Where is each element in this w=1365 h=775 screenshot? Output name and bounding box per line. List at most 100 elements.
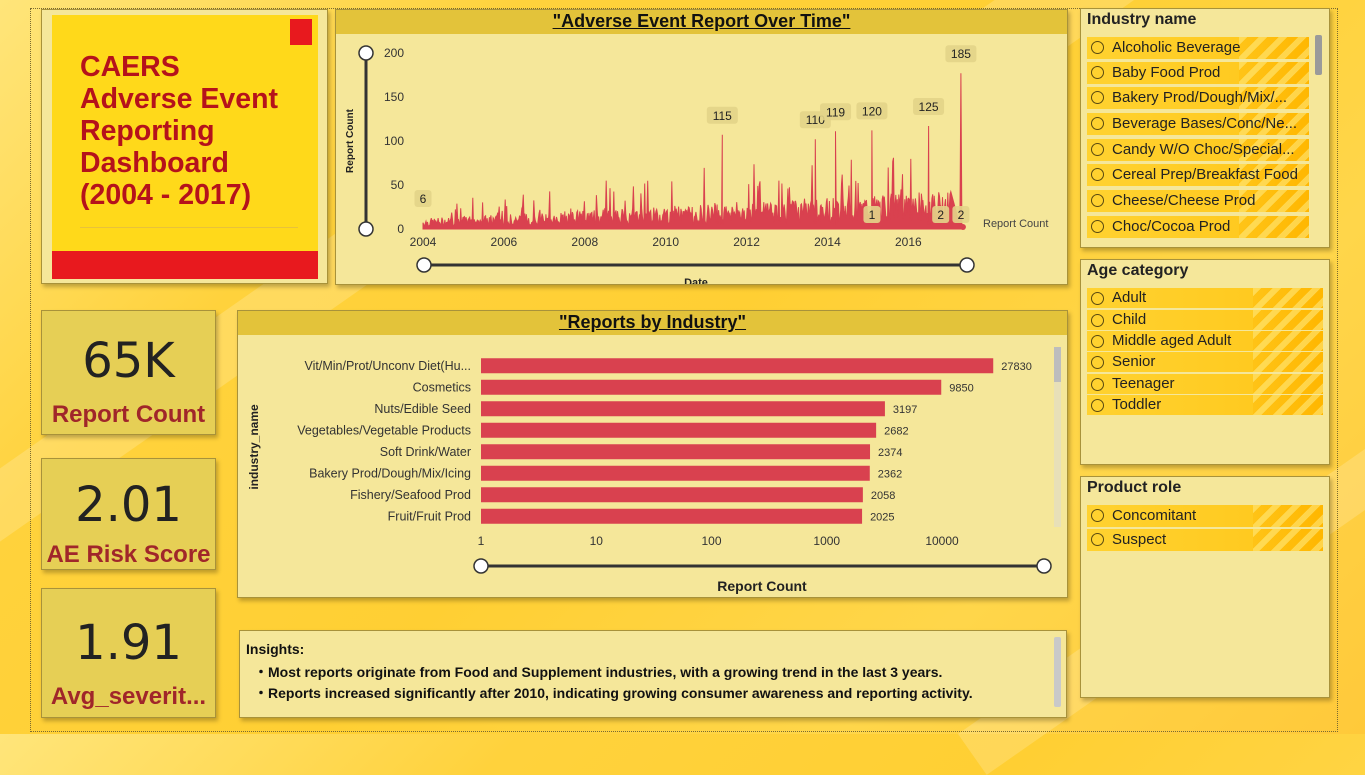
bar-value-label: 2374	[878, 447, 902, 459]
product-role-slicer-title: Product role	[1087, 479, 1182, 496]
radio-icon[interactable]	[1091, 533, 1104, 546]
title-line: Reporting	[80, 115, 215, 147]
x-slider-handle[interactable]	[1036, 558, 1052, 574]
title-line: (2004 - 2017)	[80, 179, 252, 211]
radio-icon[interactable]	[1091, 117, 1104, 130]
slicer-item-pattern	[1239, 164, 1309, 186]
slicer-item[interactable]: Baby Food Prod	[1087, 62, 1309, 84]
bar-chart-title: "Reports by Industry"	[238, 311, 1067, 335]
bar[interactable]	[481, 465, 870, 481]
slicer-item[interactable]: Candy W/O Choc/Special...	[1087, 139, 1309, 161]
bar-value-label: 2682	[884, 425, 908, 437]
data-label-bg	[863, 206, 881, 223]
insights-title: Insights:	[246, 641, 305, 657]
slicer-item[interactable]: Adult	[1087, 288, 1323, 308]
slicer-item-pattern	[1239, 190, 1309, 212]
data-label: 6	[420, 192, 427, 206]
slicer-item[interactable]: Choc/Cocoa Prod	[1087, 216, 1309, 238]
slicer-item[interactable]: Cheese/Cheese Prod	[1087, 190, 1309, 212]
slicer-item-label: Alcoholic Beverage	[1112, 39, 1241, 56]
bar[interactable]	[481, 401, 885, 417]
radio-icon[interactable]	[1091, 143, 1104, 156]
x-slider-handle[interactable]	[473, 558, 489, 574]
slicer-item[interactable]: Suspect	[1087, 529, 1323, 551]
bar[interactable]	[481, 379, 942, 395]
radio-icon[interactable]	[1091, 91, 1104, 104]
slicer-item-label: Beverage Bases/Conc/Ne...	[1112, 115, 1298, 132]
radio-icon[interactable]	[1091, 41, 1104, 54]
insight-bullet: ・Reports increased significantly after 2…	[254, 685, 973, 701]
slicer-item-pattern	[1239, 62, 1309, 84]
radio-icon[interactable]	[1091, 168, 1104, 181]
industry-slicer-scrollbar[interactable]	[1315, 35, 1322, 75]
radio-icon[interactable]	[1091, 356, 1104, 369]
slicer-item[interactable]: Toddler	[1087, 395, 1323, 415]
slicer-item[interactable]: Teenager	[1087, 374, 1323, 394]
slicer-item-pattern	[1253, 395, 1323, 415]
slicer-item-pattern	[1239, 113, 1309, 135]
slicer-item[interactable]: Alcoholic Beverage	[1087, 37, 1309, 59]
bar[interactable]	[481, 358, 994, 374]
x-tick-label: 2010	[652, 235, 679, 249]
radio-icon[interactable]	[1091, 399, 1104, 412]
category-label: Vit/Min/Prot/Unconv Diet(Hu...	[305, 359, 472, 373]
radio-icon[interactable]	[1091, 335, 1104, 348]
data-label-bg	[856, 102, 888, 120]
radio-icon[interactable]	[1091, 220, 1104, 233]
y-slider-handle[interactable]	[358, 221, 374, 237]
slicer-item-label: Concomitant	[1112, 507, 1197, 524]
slicer-item[interactable]: Senior	[1087, 352, 1323, 372]
bar[interactable]	[481, 422, 877, 438]
data-label: 1	[869, 208, 876, 222]
slicer-item[interactable]: Child	[1087, 310, 1323, 330]
insights-scrollbar[interactable]	[1054, 637, 1061, 707]
kpi-value: 65K	[82, 333, 175, 389]
industry-slicer[interactable]: Industry name Alcoholic Beverage Baby Fo…	[1080, 8, 1330, 248]
report-count-series[interactable]	[422, 73, 963, 230]
x-slider-handle[interactable]	[416, 257, 432, 273]
bar[interactable]	[481, 444, 871, 460]
bar-scroll-thumb[interactable]	[1054, 347, 1061, 382]
data-label-bg	[952, 206, 970, 223]
radio-icon[interactable]	[1091, 194, 1104, 207]
slicer-item-label: Toddler	[1112, 396, 1162, 413]
product-role-slicer[interactable]: Product role Concomitant Suspect	[1080, 476, 1330, 698]
data-label: 2	[937, 208, 944, 222]
radio-icon[interactable]	[1091, 378, 1104, 391]
bar[interactable]	[481, 508, 863, 524]
y-slider-handle[interactable]	[358, 45, 374, 61]
slicer-item-pattern	[1253, 310, 1323, 330]
slicer-item[interactable]: Beverage Bases/Conc/Ne...	[1087, 113, 1309, 135]
age-slicer-title: Age category	[1087, 262, 1189, 279]
category-label: Fishery/Seafood Prod	[350, 488, 471, 502]
age-slicer[interactable]: Age category Adult Child Middle aged Adu…	[1080, 259, 1330, 465]
bar-chart[interactable]: industry_name Vit/Min/Prot/Unconv Diet(Hu…	[238, 335, 1067, 597]
x-tick-label: 2006	[491, 235, 518, 249]
slicer-item[interactable]: Concomitant	[1087, 505, 1323, 527]
slicer-item-label: Cheese/Cheese Prod	[1112, 192, 1256, 209]
radio-icon[interactable]	[1091, 314, 1104, 327]
x-tick-label: 10	[590, 534, 604, 548]
kpi-ae-risk-score: 2.01 AE Risk Score	[41, 458, 216, 570]
x-slider-handle[interactable]	[959, 257, 975, 273]
bar-scroll-track[interactable]	[1054, 347, 1061, 527]
category-label: Nuts/Edible Seed	[374, 402, 471, 416]
radio-icon[interactable]	[1091, 66, 1104, 79]
title-card: CAERS Adverse Event Reporting Dashboard …	[52, 15, 318, 279]
bar[interactable]	[481, 487, 863, 503]
radio-icon[interactable]	[1091, 292, 1104, 305]
slicer-item-pattern	[1239, 37, 1309, 59]
line-chart-panel[interactable]: "Adverse Event Report Over Time" Report …	[335, 9, 1068, 285]
line-chart[interactable]: Report Count 0 50 100 150 200 2004 2006 2008 2010…	[336, 34, 1067, 284]
radio-icon[interactable]	[1091, 509, 1104, 522]
slicer-item[interactable]: Bakery Prod/Dough/Mix/...	[1087, 87, 1309, 109]
bar-value-label: 2025	[870, 511, 894, 523]
data-label: 185	[951, 47, 971, 61]
kpi-label: Avg_severit...	[50, 683, 207, 710]
data-label: 2	[958, 208, 965, 222]
slicer-item[interactable]: Middle aged Adult	[1087, 331, 1323, 351]
insights-panel: Insights: ・Most reports originate from F…	[239, 630, 1067, 718]
slicer-item[interactable]: Cereal Prep/Breakfast Food	[1087, 164, 1309, 186]
bar-chart-panel[interactable]: "Reports by Industry" industry_name Vit/M…	[237, 310, 1068, 598]
slicer-item-label: Candy W/O Choc/Special...	[1112, 141, 1295, 158]
